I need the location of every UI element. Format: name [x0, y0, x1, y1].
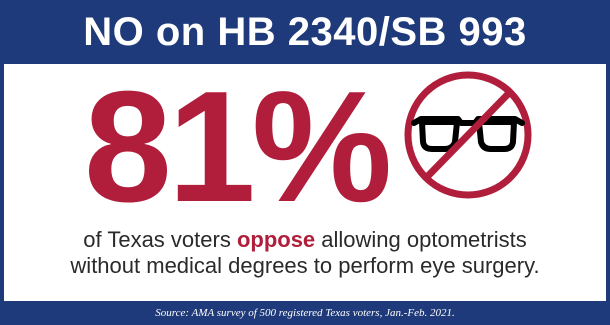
header-banner: NO on HB 2340/SB 993	[4, 0, 606, 64]
statement-line-1-start: of Texas voters	[83, 227, 237, 252]
no-glasses-icon	[404, 71, 532, 199]
source-citation: Source: AMA survey of 500 registered Tex…	[155, 307, 455, 319]
statement-text: of Texas voters oppose allowing optometr…	[4, 227, 606, 279]
statement-line-1: of Texas voters oppose allowing optometr…	[4, 227, 606, 253]
stat-percentage: 81%	[84, 59, 392, 235]
footer-banner: Source: AMA survey of 500 registered Tex…	[4, 301, 606, 325]
page-title: NO on HB 2340/SB 993	[83, 9, 527, 54]
statement-line-1-end: allowing optometrists	[315, 227, 527, 252]
statement-emphasis: oppose	[236, 227, 316, 252]
statement-line-2: without medical degrees to perform eye s…	[70, 253, 540, 278]
